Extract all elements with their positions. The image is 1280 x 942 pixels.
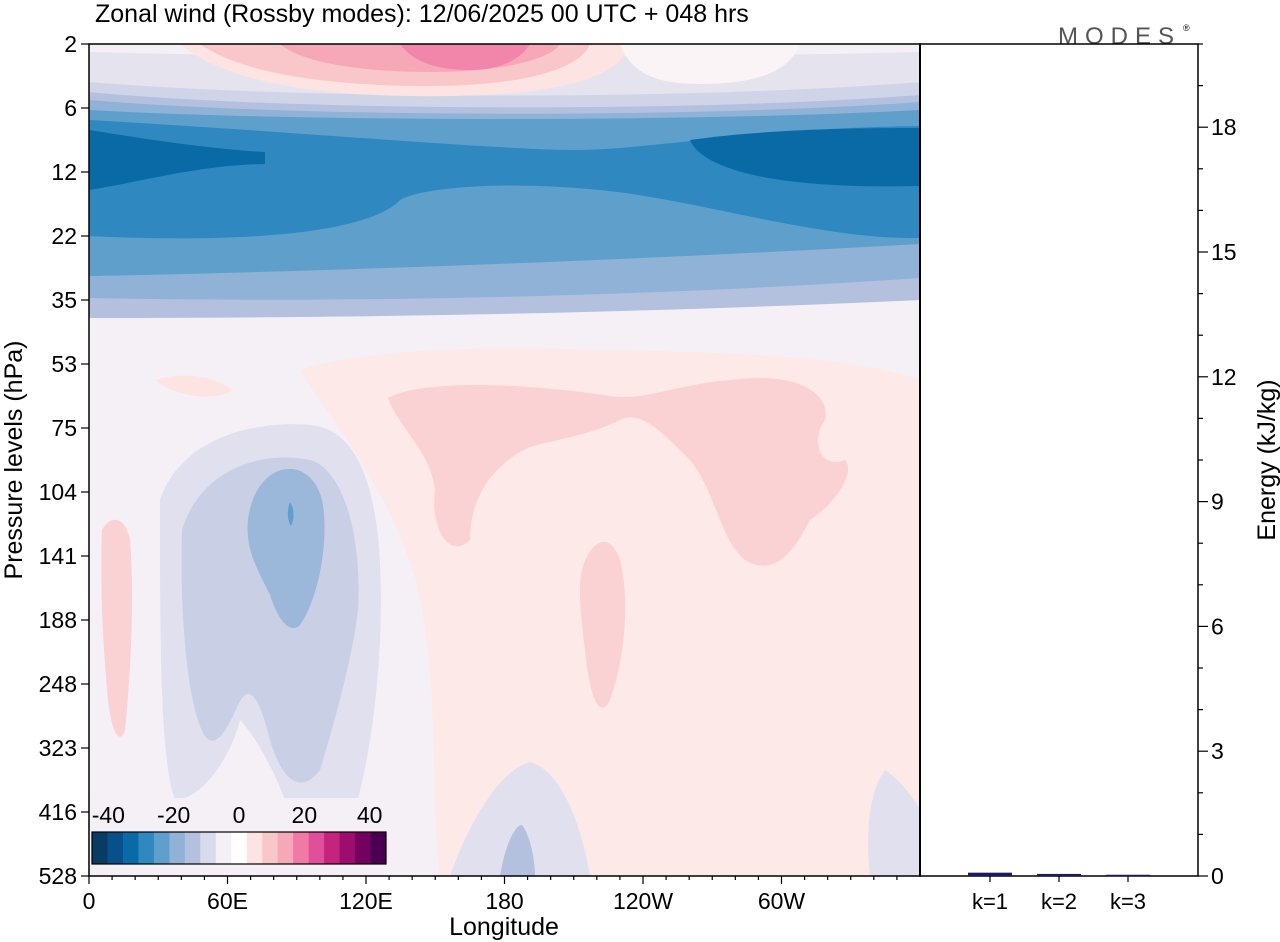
colorbar-swatch [231, 832, 248, 864]
pos-10-centre [579, 541, 626, 708]
colorbar-tick-label: 40 [357, 802, 383, 828]
colorbar-swatch [370, 832, 387, 864]
colorbar-swatch [200, 832, 217, 864]
core-west [89, 130, 265, 190]
colorbar-swatch [262, 832, 279, 864]
colorbar-swatch [153, 832, 170, 864]
colorbar-swatch [138, 832, 155, 864]
colorbar-swatch [246, 832, 263, 864]
bar-category-label: k=1 [972, 889, 1008, 914]
x-axis: 0 60E 120E 180 120W 60W [83, 876, 898, 914]
energy-bar-k=2 [1037, 873, 1081, 876]
contour-field [89, 44, 920, 876]
y-tick-label: 22 [51, 223, 77, 249]
registered-mark: ® [1183, 23, 1190, 33]
energy-tick-label: 3 [1211, 738, 1224, 764]
y-tick-label: 35 [51, 287, 77, 313]
bar-category-label: k=3 [1110, 889, 1146, 914]
colorbar-tick-label: -20 [157, 802, 190, 828]
y-axis: 2 6 12 22 35 53 75 104 141 188 248 323 416 528 [39, 31, 89, 889]
core-east [690, 128, 920, 187]
x-tick-label: 60W [758, 888, 806, 914]
y-tick-label: 248 [39, 671, 77, 697]
y-tick-label: 528 [39, 863, 77, 889]
y-tick-label: 141 [39, 543, 77, 569]
y-tick-label: 323 [39, 735, 77, 761]
x-tick-label: 120E [339, 888, 393, 914]
energy-tick-label: 9 [1211, 489, 1224, 515]
colorbar-frame [91, 831, 387, 865]
pos-faint-top [620, 44, 800, 84]
bar-category-label: k=2 [1041, 889, 1077, 914]
pos-10-west [101, 519, 133, 737]
pos-20-top [400, 44, 530, 70]
y-tick-label: 75 [51, 415, 77, 441]
neg-5-east [868, 770, 920, 876]
colorbar-tick-label: -40 [92, 802, 125, 828]
pos-5-small [155, 375, 232, 397]
x-axis-label: Longitude [449, 913, 559, 941]
colorbar-swatch [169, 832, 186, 864]
x-tick-label: 180 [485, 888, 523, 914]
y-tick-label: 6 [64, 95, 77, 121]
y-axis-label: Pressure levels (hPa) [0, 341, 28, 580]
energy-tick-label: 6 [1211, 613, 1224, 639]
energy-frame [919, 43, 1199, 877]
colorbar-swatch [293, 832, 310, 864]
colorbar-swatch [308, 832, 325, 864]
energy-bar-k=3 [1106, 874, 1150, 877]
energy-tick-label: 12 [1211, 364, 1237, 390]
y-tick-label: 12 [51, 159, 77, 185]
neg-15-trough [247, 468, 325, 629]
neg-5-bottom [450, 762, 590, 876]
x-tick-label: 60E [207, 888, 248, 914]
y-tick-label: 53 [51, 351, 77, 377]
energy-tick-label: 15 [1211, 239, 1237, 265]
modes-logo: MODES [1058, 23, 1181, 50]
neg-10-bottom [500, 825, 535, 876]
x-tick-label: 120W [613, 888, 673, 914]
colorbar-tick-label: 0 [233, 802, 246, 828]
energy-axis: 0 3 6 9 12 15 18 [1198, 43, 1237, 889]
energy-bar-k=1 [968, 872, 1012, 876]
energy-bars: k=1 k=2 k=3 [968, 872, 1150, 914]
y-tick-label: 416 [39, 799, 77, 825]
x-tick-label: 0 [83, 888, 96, 914]
y-tick-label: 2 [64, 31, 77, 57]
energy-tick-label: 18 [1211, 114, 1237, 140]
colorbar: -40 -20 0 20 40 [88, 798, 390, 874]
colorbar-swatch [215, 832, 232, 864]
colorbar-swatch [122, 832, 139, 864]
y-tick-label: 104 [39, 479, 78, 505]
colorbar-swatch [92, 832, 108, 864]
chart-title: Zonal wind (Rossby modes): 12/06/2025 00… [95, 0, 749, 28]
colorbar-swatch [324, 832, 341, 864]
colorbar-swatch [339, 832, 356, 864]
colorbar-swatch [355, 832, 372, 864]
neg-20-core [287, 502, 294, 526]
pos-10-trop [388, 378, 849, 566]
colorbar-tick-label: 20 [292, 802, 318, 828]
energy-axis-label: Energy (kJ/kg) [1253, 379, 1280, 540]
colorbar-swatch [184, 832, 201, 864]
energy-tick-label: 0 [1211, 863, 1224, 889]
colorbar-swatch [107, 832, 124, 864]
y-tick-label: 188 [39, 607, 77, 633]
colorbar-swatch [277, 832, 294, 864]
